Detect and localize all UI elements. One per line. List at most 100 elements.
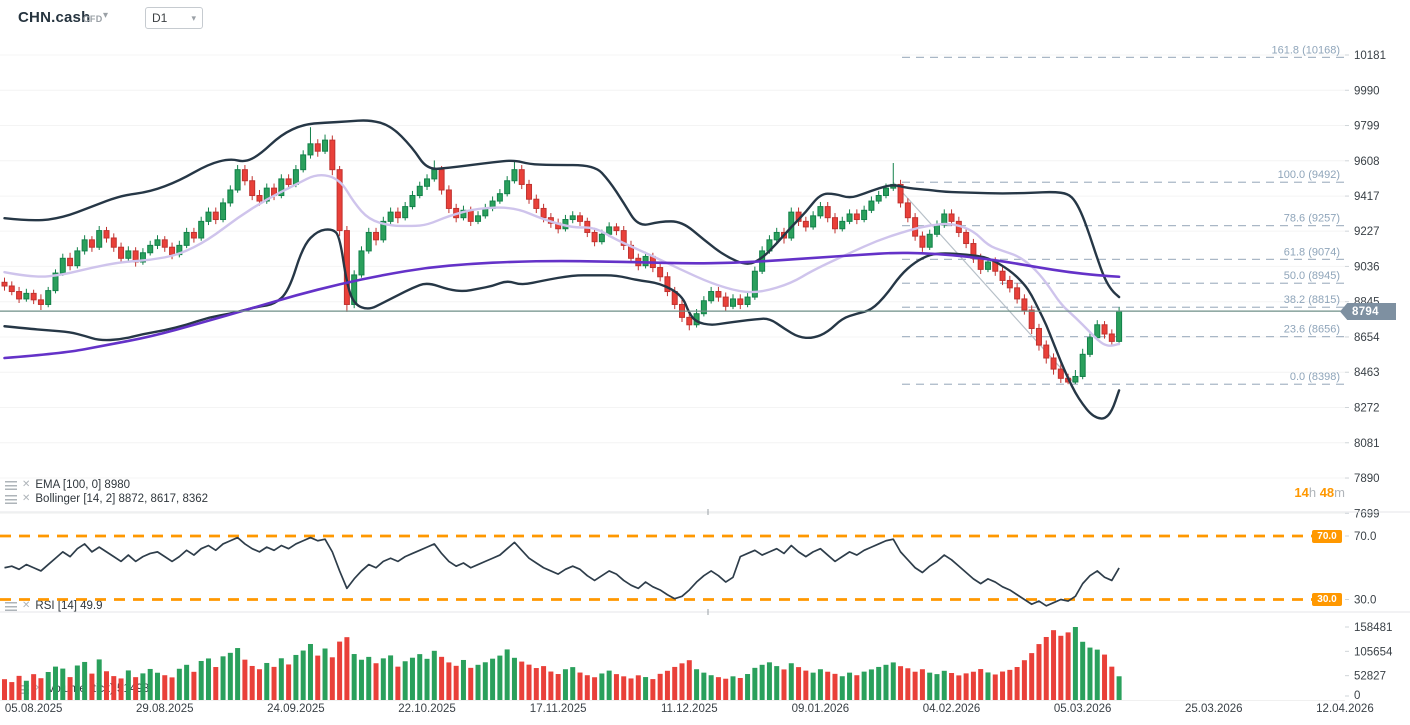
candle-down [394,211,401,219]
volume-bar [730,676,736,700]
candle-up [81,239,88,252]
volume-bar [1087,647,1093,700]
candle-down [540,207,547,219]
timeframe-select[interactable]: D1 ▾ [145,7,203,29]
chevron-down-icon[interactable]: ▾ [103,10,109,21]
candle-up [409,195,416,208]
volume-bar [876,666,882,700]
candle-up [984,261,991,270]
volume-bar [1043,636,1049,700]
ema-legend: ✕ EMA [100, 0] 8980 [5,479,130,491]
rsi-legend-label: RSI [14] 49.9 [35,600,103,612]
candle-up [846,213,853,222]
volume-bar [1109,666,1115,700]
candle-up [817,206,824,217]
candle-down [649,255,656,269]
candle-up [882,187,889,197]
volume-bar [584,675,590,700]
instrument-symbol[interactable]: CHN.cash [18,9,91,26]
price-axis-label: 9036 [1354,261,1380,273]
volume-bar [664,670,670,700]
volume-bar [271,666,277,700]
volume-bar [286,664,292,700]
date-axis-label: 22.10.2025 [398,703,456,715]
volume-bar [409,657,415,700]
date-axis-label: 05.08.2025 [5,703,63,715]
volume-bar [861,671,867,700]
rsi-line [4,536,1120,607]
volume-bar [803,670,809,700]
volume-bar [752,667,758,700]
volume-bar [759,664,765,700]
candle-up [730,298,736,307]
candle-down [1021,298,1028,311]
candle-up [322,139,329,152]
candle-down [271,187,278,197]
indicator-settings-icon[interactable] [5,494,17,504]
bollinger-legend: ✕ Bollinger [14, 2] 8872, 8617, 8362 [5,493,208,505]
volume-bar [366,656,372,700]
candle-up [708,291,715,302]
volume-bar [205,658,211,700]
candle-down [1035,327,1042,346]
volume-bar [555,674,561,700]
candle-up [139,252,146,263]
candle-countdown-timer: 14h 48m [1294,485,1345,500]
volume-bar [817,669,823,700]
volume-bar [329,657,335,700]
close-icon[interactable]: ✕ [22,479,31,490]
candle-up [424,178,431,187]
close-icon[interactable]: ✕ [34,683,43,694]
volume-bar [541,666,547,700]
price-axis-label: 10181 [1354,50,1386,62]
indicator-settings-icon[interactable] [17,684,29,694]
volume-bar [395,666,401,700]
timer-hours: 14 [1294,485,1309,500]
volume-bar [373,663,379,700]
candle-down [118,246,125,259]
candle-up [402,206,409,219]
candle-up [147,244,154,254]
candle-up [489,200,496,209]
volume-axis-label: 105654 [1354,646,1393,658]
volume-bar [970,671,976,700]
fib-level-label: 38.2 (8815) [1284,294,1340,306]
candle-down [103,230,110,239]
fib-level-label: 61.8 (9074) [1284,246,1340,258]
candle-up [176,244,183,256]
price-axis-label: 8463 [1354,367,1380,379]
indicator-settings-icon[interactable] [5,601,17,611]
volume-bar [628,678,634,700]
candle-down [169,246,176,256]
price-axis-label: 9417 [1354,191,1380,203]
volume-axis-label: 158481 [1354,622,1392,634]
close-icon[interactable]: ✕ [22,600,31,611]
candle-down [897,183,904,204]
candle-down [577,215,584,222]
candle-up [1094,324,1101,339]
rsi-axis-label: 70.0 [1354,531,1376,543]
timeframe-value: D1 [152,11,168,25]
candle-up [926,233,933,248]
date-axis-label: 05.03.2026 [1054,703,1112,715]
candle-down [853,213,860,221]
volume-bar [1072,627,1078,700]
candle-down [467,209,474,222]
volume-bar [672,666,678,700]
volume-bar [708,675,714,700]
candle-up [700,300,707,315]
volume-bar [344,637,350,700]
close-icon[interactable]: ✕ [22,493,31,504]
fib-trendline [892,181,1076,385]
candle-up [96,230,103,248]
indicator-settings-icon[interactable] [5,480,17,490]
candle-down [110,237,117,248]
candle-down [1057,368,1064,379]
candle-up [125,250,132,259]
date-axis-label: 24.09.2025 [267,703,325,715]
price-axis-label: 8272 [1354,402,1380,414]
candle-up [45,290,52,305]
candle-up [220,202,227,221]
volume-bar [1021,660,1027,700]
